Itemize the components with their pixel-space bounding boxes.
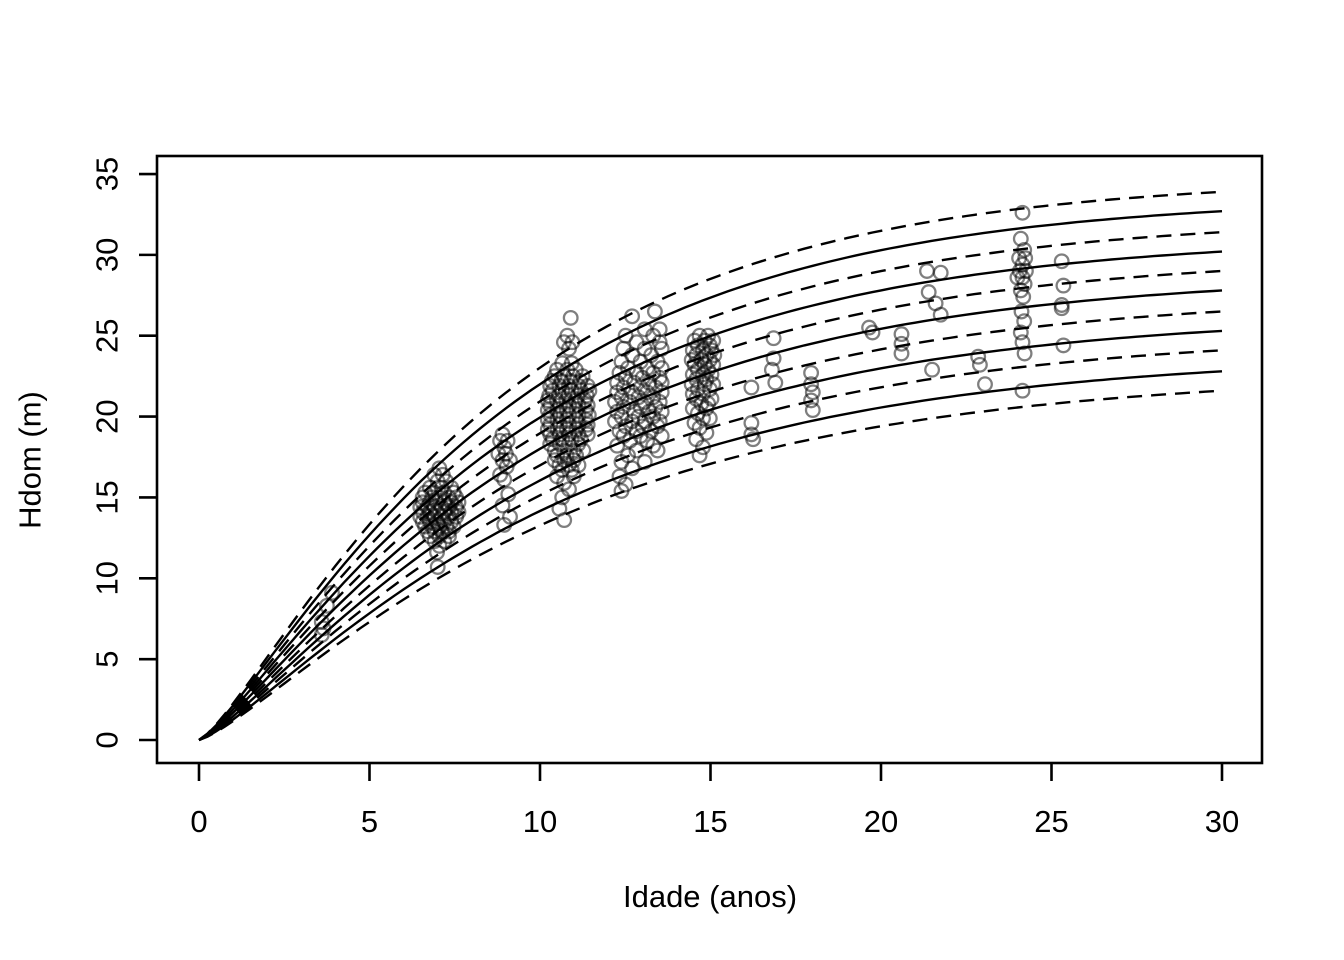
data-point — [613, 483, 630, 499]
x-tick-label: 25 — [1034, 804, 1068, 839]
data-point — [767, 374, 784, 391]
data-point — [1055, 337, 1072, 354]
x-tick-label: 15 — [693, 804, 727, 839]
data-point — [919, 263, 935, 279]
data-point — [561, 340, 577, 357]
data-point — [893, 345, 910, 362]
data-point — [1055, 277, 1072, 294]
y-tick-label: 10 — [90, 561, 125, 595]
y-tick-label: 15 — [90, 480, 125, 514]
data-point — [745, 431, 762, 448]
data-point — [1012, 324, 1029, 341]
data-point — [556, 512, 573, 529]
data-point — [804, 384, 821, 401]
x-axis-title: Idade (anos) — [623, 879, 797, 914]
site-curve-solid — [198, 210, 1223, 741]
data-point — [611, 423, 628, 440]
site-curve-solid — [198, 289, 1223, 742]
data-point — [624, 460, 641, 477]
x-tick-label: 10 — [523, 804, 557, 839]
data-point — [562, 309, 579, 326]
data-point — [920, 284, 937, 301]
site-curve-solid — [198, 370, 1223, 742]
data-point — [546, 452, 563, 469]
site-curve-solid — [198, 329, 1223, 742]
site-curve-dashed — [198, 231, 1223, 741]
x-tick-label: 20 — [864, 804, 898, 839]
data-point — [436, 533, 453, 550]
data-point — [932, 264, 949, 281]
site-curve-dashed — [198, 269, 1223, 742]
data-point — [620, 360, 636, 377]
data-point — [492, 466, 509, 483]
data-point — [893, 326, 910, 343]
site-curve-dashed — [198, 190, 1223, 741]
data-point — [651, 394, 668, 410]
data-point — [1015, 288, 1032, 305]
data-point — [1014, 382, 1031, 399]
data-point — [689, 337, 706, 354]
site-curve-dashed — [198, 310, 1223, 742]
plot-layer: 0 5 10 15 20 25 30 0 5 10 15 20 25 30 35 — [90, 154, 1264, 839]
site-curve-dashed — [198, 389, 1223, 742]
data-point — [924, 361, 941, 378]
data-point — [645, 437, 662, 454]
plot-box — [155, 154, 1264, 765]
data-point — [701, 410, 718, 427]
y-axis-title: Hdom (m) — [13, 391, 48, 529]
data-point — [609, 384, 626, 401]
y-tick-label: 0 — [90, 731, 125, 748]
x-tick-label: 0 — [190, 804, 207, 839]
y-tick-label: 30 — [90, 238, 125, 272]
data-point — [1014, 204, 1031, 221]
y-tick-label: 5 — [90, 651, 125, 668]
data-point — [1012, 230, 1029, 247]
data-point — [607, 394, 623, 410]
data-point — [1014, 334, 1031, 351]
data-point — [765, 330, 782, 347]
data-point — [691, 327, 708, 344]
data-point — [649, 442, 666, 459]
data-point — [318, 597, 335, 614]
y-tick-label: 20 — [90, 399, 125, 433]
x-tick-label: 5 — [361, 804, 378, 839]
site-curve-dashed — [198, 349, 1223, 742]
data-point — [651, 334, 668, 351]
x-tick-label: 30 — [1205, 804, 1239, 839]
data-point — [765, 350, 782, 367]
data-point — [1013, 303, 1030, 320]
data-point — [688, 347, 705, 364]
data-point — [693, 395, 710, 412]
data-point — [429, 559, 446, 575]
data-point — [970, 348, 987, 365]
data-point — [803, 392, 820, 409]
y-tick-label: 35 — [90, 157, 125, 191]
data-point — [1053, 253, 1070, 270]
data-point — [971, 356, 988, 373]
data-point — [803, 364, 820, 381]
data-point — [421, 528, 438, 545]
data-point — [743, 415, 760, 431]
y-tick-label: 25 — [90, 318, 125, 352]
data-point — [441, 528, 457, 545]
data-point — [932, 306, 949, 323]
data-point — [743, 379, 760, 396]
site-curve-solid — [198, 250, 1223, 742]
data-point — [646, 303, 663, 320]
data-point — [804, 402, 821, 419]
data-point — [977, 376, 993, 393]
